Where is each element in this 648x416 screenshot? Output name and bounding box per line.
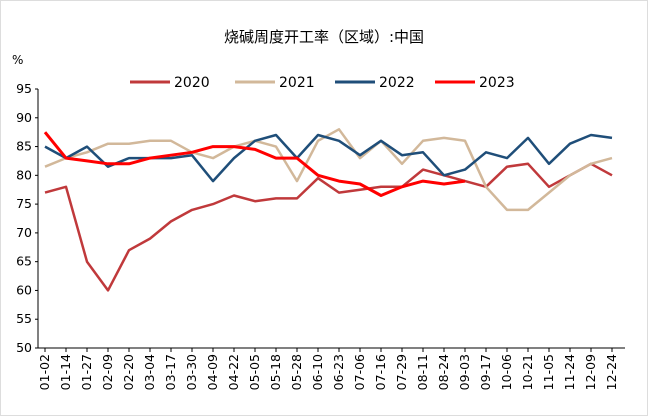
x-tick-label: 06-10 — [310, 354, 325, 390]
x-tick-label: 03-17 — [163, 354, 178, 390]
series-line — [44, 162, 613, 292]
x-tick-label: 04-09 — [205, 354, 220, 390]
y-tick-label: 50 — [16, 340, 32, 355]
chart-title: 烧碱周度开工率（区域）:中国 — [224, 28, 424, 46]
series-line — [44, 133, 613, 183]
y-tick-label: 80 — [16, 167, 32, 182]
x-tick-label: 12-09 — [583, 354, 598, 390]
series-line — [43, 131, 466, 197]
x-tick-label: 06-23 — [331, 354, 346, 390]
x-tick-label: 02-20 — [121, 354, 136, 390]
legend-label: 2021 — [279, 75, 315, 91]
x-tick-label: 04-22 — [226, 354, 241, 390]
x-tick-label: 12-24 — [604, 354, 619, 390]
x-tick-label: 07-06 — [352, 354, 367, 390]
y-unit: % — [12, 53, 23, 67]
x-tick-label: 02-09 — [100, 354, 115, 390]
x-tick-label: 09-17 — [478, 354, 493, 390]
x-tick-label: 11-05 — [541, 354, 556, 390]
legend-label: 2020 — [174, 75, 210, 91]
x-tick-label: 01-27 — [79, 354, 94, 390]
x-tick-label: 01-14 — [58, 354, 73, 390]
x-tick-label: 09-03 — [457, 354, 472, 390]
y-tick-label: 85 — [16, 139, 32, 154]
x-tick-label: 07-16 — [373, 354, 388, 390]
x-tick-label: 10-06 — [499, 354, 514, 390]
x-tick-label: 08-24 — [436, 354, 451, 390]
y-tick-label: 95 — [16, 81, 32, 96]
x-tick-label: 03-04 — [142, 354, 157, 390]
x-tick-label: 11-24 — [562, 354, 577, 390]
y-tick-label: 90 — [16, 110, 32, 125]
y-tick-label: 75 — [16, 196, 32, 211]
legend-label: 2022 — [379, 75, 415, 91]
x-tick-label: 01-02 — [37, 354, 52, 390]
y-tick-label: 70 — [16, 225, 32, 240]
x-tick-label: 10-21 — [520, 354, 535, 390]
x-tick-label: 08-11 — [415, 354, 430, 390]
x-tick-label: 07-29 — [394, 354, 409, 390]
x-tick-label: 03-30 — [184, 354, 199, 390]
legend-label: 2023 — [479, 75, 515, 91]
x-tick-label: 05-18 — [268, 354, 283, 390]
y-tick-label: 65 — [16, 254, 32, 269]
y-tick-label: 60 — [16, 282, 32, 297]
x-tick-label: 05-28 — [289, 354, 304, 390]
series-line — [44, 128, 613, 212]
y-tick-label: 55 — [16, 311, 32, 326]
x-tick-label: 05-05 — [247, 354, 262, 390]
